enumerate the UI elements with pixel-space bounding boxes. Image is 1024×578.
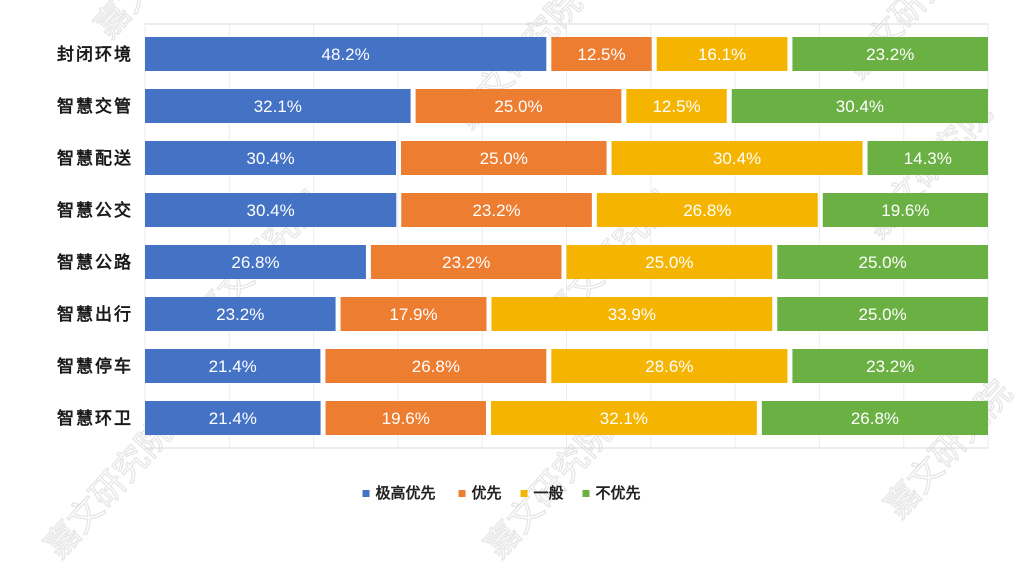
- legend-label: 优先: [472, 484, 502, 502]
- data-label: 26.8%: [412, 357, 460, 376]
- watermark-layer: 嘉文研究院嘉文研究院嘉文研究院嘉文研究院嘉文研究院嘉文研究院嘉文研究院嘉文研究院…: [36, 0, 1021, 567]
- bar-segment: [777, 297, 988, 331]
- bar-segment: [822, 193, 988, 227]
- data-label: 33.9%: [608, 305, 656, 324]
- bar-segment: [325, 401, 486, 435]
- data-label: 23.2%: [216, 305, 264, 324]
- legend-swatch: [582, 490, 590, 497]
- data-label: 23.2%: [472, 201, 520, 220]
- data-label: 30.4%: [246, 149, 294, 168]
- legend-swatch: [458, 490, 466, 497]
- bar-segment: [145, 349, 321, 383]
- legend-label: 一般: [534, 484, 564, 502]
- bar-segment: [777, 245, 988, 279]
- data-label: 26.8%: [231, 253, 279, 272]
- data-label: 25.0%: [645, 253, 693, 272]
- data-label: 12.5%: [577, 45, 625, 64]
- legend-label: 不优先: [596, 484, 641, 502]
- category-label: 智慧配送: [57, 148, 133, 169]
- bar-segment: [145, 89, 411, 123]
- data-label: 26.8%: [683, 201, 731, 220]
- category-label: 智慧停车: [57, 356, 133, 377]
- bar-segment: [611, 141, 863, 175]
- bar-segment: [145, 297, 336, 331]
- bar-segment: [325, 349, 547, 383]
- legend-swatch: [362, 490, 370, 497]
- data-label: 32.1%: [254, 97, 302, 116]
- watermark-text: 嘉文研究院: [37, 413, 180, 566]
- data-label: 21.4%: [209, 409, 257, 428]
- data-label: 32.1%: [600, 409, 648, 428]
- bar-segment: [401, 193, 592, 227]
- data-label: 25.0%: [480, 149, 528, 168]
- bar-segment: [490, 401, 757, 435]
- bar-segment: [792, 349, 988, 383]
- data-label: 19.6%: [382, 409, 430, 428]
- bar-segment: [401, 141, 607, 175]
- bar-segment: [370, 245, 562, 279]
- bar-segment: [566, 245, 773, 279]
- bar-segment: [551, 37, 652, 71]
- bar-segment: [761, 401, 988, 435]
- bar-segment: [415, 89, 622, 123]
- plot-area: 封闭环境 48.2% 12.5% 16.1% 23.2% 智慧交管 32.1% 25.0% 12…: [57, 23, 989, 449]
- data-label: 12.5%: [652, 97, 700, 116]
- bar-segment: [731, 89, 988, 123]
- data-label: 48.2%: [322, 45, 370, 64]
- bar-segment: [867, 141, 988, 175]
- data-label: 23.2%: [866, 45, 914, 64]
- bar-segment: [145, 37, 547, 71]
- bar-segment: [626, 89, 727, 123]
- bar-segment: [596, 193, 818, 227]
- data-label: 30.4%: [836, 97, 884, 116]
- data-label: 23.2%: [442, 253, 490, 272]
- bar-segment: [491, 297, 773, 331]
- bar-segment: [656, 37, 788, 71]
- data-label: 30.4%: [247, 201, 295, 220]
- category-label: 智慧公交: [57, 200, 133, 221]
- data-label: 14.3%: [904, 149, 952, 168]
- bar-segment: [792, 37, 988, 71]
- data-label: 25.0%: [859, 253, 907, 272]
- legend-swatch: [520, 490, 528, 497]
- legend-label: 极高优先: [376, 484, 436, 502]
- bar-segment: [145, 401, 321, 435]
- bar-segment: [551, 349, 788, 383]
- data-label: 19.6%: [881, 201, 929, 220]
- bar-segment: [340, 297, 487, 331]
- category-label: 封闭环境: [57, 44, 133, 65]
- data-label: 17.9%: [389, 305, 437, 324]
- bar-segment: [145, 141, 397, 175]
- data-label: 28.6%: [645, 357, 693, 376]
- data-label: 25.0%: [494, 97, 542, 116]
- data-label: 16.1%: [698, 45, 746, 64]
- data-label: 21.4%: [209, 357, 257, 376]
- bar-segment: [145, 193, 397, 227]
- category-label: 智慧交管: [57, 96, 133, 117]
- watermark-text: 嘉文研究院: [877, 373, 1020, 526]
- data-label: 26.8%: [851, 409, 899, 428]
- data-label: 23.2%: [866, 357, 914, 376]
- data-label: 25.0%: [859, 305, 907, 324]
- data-label: 30.4%: [713, 149, 761, 168]
- category-label: 智慧环卫: [57, 408, 133, 429]
- legend: 极高优先 优先 一般 不优先: [362, 484, 641, 502]
- category-label: 智慧出行: [57, 304, 133, 325]
- bar-segment: [145, 245, 366, 279]
- category-label: 智慧公路: [57, 252, 133, 273]
